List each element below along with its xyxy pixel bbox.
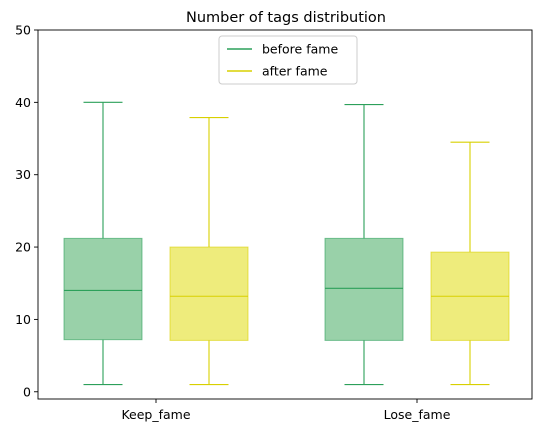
plot-area: 0 10 20 30 40 50 Keep_fame Lose_fame xyxy=(15,23,533,422)
legend-label: before fame xyxy=(262,42,338,57)
box-0-0 xyxy=(63,101,143,386)
iqr-box xyxy=(63,237,143,341)
iqr-box xyxy=(169,246,249,341)
box-1-1 xyxy=(430,141,510,386)
box-1-0 xyxy=(169,116,249,386)
y-tick-label: 20 xyxy=(15,240,31,255)
y-tick-label: 50 xyxy=(15,23,31,38)
iqr-box xyxy=(324,237,404,341)
y-tick-label: 40 xyxy=(15,95,31,110)
chart-title: Number of tags distribution xyxy=(186,10,386,26)
legend: before fame after fame xyxy=(218,35,358,85)
box-0-1 xyxy=(324,103,404,386)
x-tick-label: Lose_fame xyxy=(384,407,451,422)
y-tick-label: 0 xyxy=(23,384,31,399)
axes-frame xyxy=(37,29,533,400)
legend-label: after fame xyxy=(262,64,328,79)
y-tick-label: 10 xyxy=(15,312,31,327)
y-tick-label: 30 xyxy=(15,167,31,182)
x-tick-label: Keep_fame xyxy=(121,407,190,422)
legend-box xyxy=(218,35,358,85)
